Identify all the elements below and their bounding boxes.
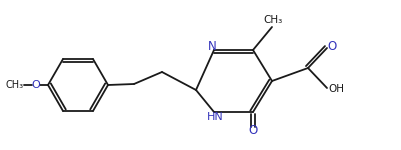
Text: HN: HN bbox=[207, 112, 223, 122]
Text: CH₃: CH₃ bbox=[6, 80, 24, 90]
Text: O: O bbox=[248, 124, 257, 138]
Text: O: O bbox=[32, 80, 41, 90]
Text: O: O bbox=[327, 39, 336, 52]
Text: N: N bbox=[208, 39, 217, 52]
Text: OH: OH bbox=[328, 84, 344, 94]
Text: CH₃: CH₃ bbox=[263, 15, 283, 25]
